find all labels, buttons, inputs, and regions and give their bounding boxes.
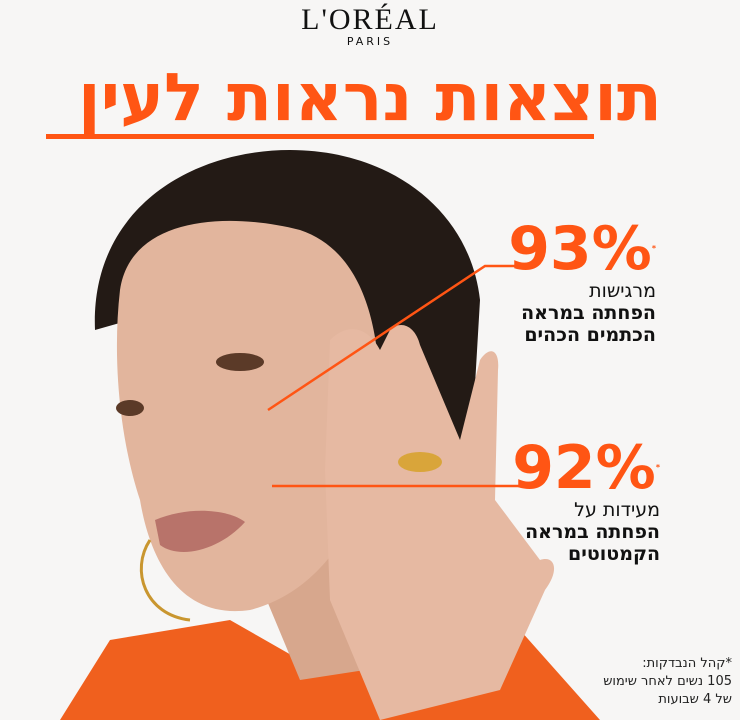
stat-line: הפחתה במראה — [525, 521, 660, 543]
logo-brand: L'ORÉAL — [301, 3, 439, 36]
stat-93: 93%* מרגישות הפחתה במראה הכתמים הכהים — [508, 214, 656, 346]
hand — [325, 325, 555, 720]
footnote: *קהל הנבדקות: 105 נשים לאחר שימוש של 4 ש… — [603, 656, 732, 707]
earring — [139, 539, 191, 622]
stat-line: הכתמים הכהים — [524, 324, 656, 346]
stat-line: הפחתה במראה — [521, 302, 656, 324]
lips — [155, 510, 245, 552]
pointer-line-1 — [267, 264, 515, 412]
logo-sub: PARIS — [346, 35, 394, 48]
ring — [398, 452, 442, 472]
stat-92: 92%* מעידות על הפחתה במראה הקמטוטים — [512, 433, 660, 565]
stat-line: מעידות על — [574, 499, 660, 521]
loreal-logo: L'ORÉAL PARIS — [0, 4, 740, 48]
stat-line: הקמטוטים — [568, 543, 660, 565]
headline: תוצאות נראות לעין — [78, 59, 662, 136]
left-eye — [216, 353, 264, 371]
stat-line: מרגישות — [589, 280, 656, 302]
stat-percent: 92% — [512, 433, 656, 503]
headline-underline — [46, 134, 594, 139]
right-eye — [116, 400, 144, 416]
stat-percent: 93% — [508, 214, 652, 284]
